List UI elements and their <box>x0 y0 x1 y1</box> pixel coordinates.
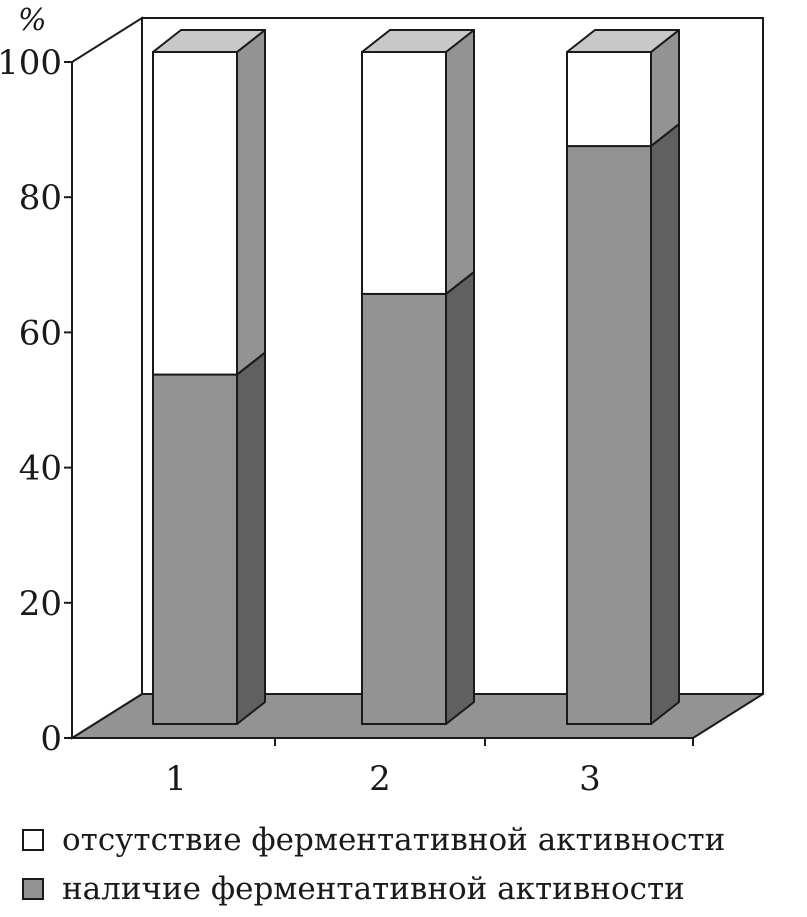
bar-side-presence-2 <box>445 270 475 725</box>
bars-group <box>152 29 680 725</box>
bar-front-presence-1 <box>152 373 238 725</box>
bar-top-3 <box>566 29 680 53</box>
bar-top-1 <box>152 29 266 53</box>
x-tick-label-3: 3 <box>579 759 601 799</box>
bar-side-absence-2 <box>445 29 475 295</box>
bar-front-absence-3 <box>566 51 652 148</box>
y-tick-label-100: 100 <box>0 43 62 83</box>
bar-front-absence-1 <box>152 51 238 376</box>
y-tick-label-80: 80 <box>19 178 62 218</box>
stacked-3d-bar-chart: 0 20 40 60 80 100% 1 2 3 <box>0 3 764 799</box>
left-wall <box>71 16 143 740</box>
y-tick-label-40: 40 <box>19 449 62 489</box>
legend-swatch-presence <box>22 878 44 900</box>
x-tick-label-1: 1 <box>165 759 187 799</box>
legend-item-presence: наличие ферментативной активности <box>22 871 685 907</box>
bar-side-absence-1 <box>236 29 266 376</box>
legend-swatch-absence <box>22 829 44 851</box>
bar-side-presence-3 <box>650 123 680 725</box>
legend-label-presence: наличие ферментативной активности <box>62 871 685 907</box>
bar-side-presence-1 <box>236 351 266 725</box>
legend-item-absence: отсутствие ферментативной активности <box>22 822 725 858</box>
bar-top-2 <box>361 29 475 53</box>
axis-group: 0 20 40 60 80 100% 1 2 3 <box>0 3 694 799</box>
bar-front-presence-2 <box>361 292 447 725</box>
y-tick-label-20: 20 <box>19 584 62 624</box>
legend-label-absence: отсутствие ферментативной активности <box>62 822 726 858</box>
bar-front-presence-3 <box>566 145 652 725</box>
x-tick-label-2: 2 <box>369 759 391 799</box>
bar-front-absence-2 <box>361 51 447 295</box>
y-tick-label-0: 0 <box>40 719 62 759</box>
y-tick-label-60: 60 <box>19 313 62 353</box>
y-unit-label: % <box>18 3 47 38</box>
